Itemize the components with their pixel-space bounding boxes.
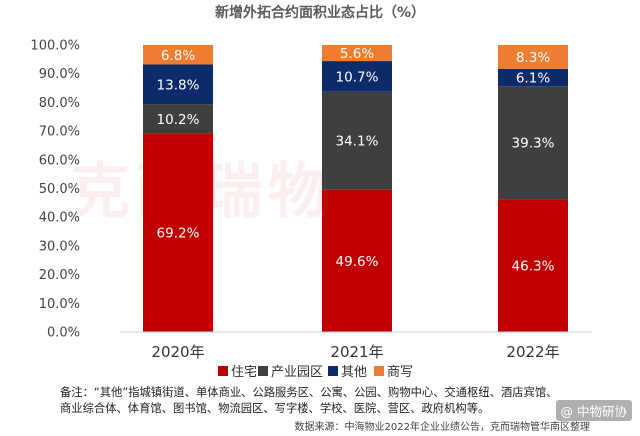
data-label: 5.6% <box>340 46 374 62</box>
data-label: 49.6% <box>336 254 379 270</box>
legend-label: 住宅 <box>231 365 257 380</box>
data-label: 6.1% <box>516 71 550 87</box>
bar-stack-group: 69.2% 10.2% 13.8% 6.8% 49.6% 34.1% 10.7% 5.6% 46… <box>143 45 568 332</box>
y-tick-label: 0.0% <box>47 326 80 341</box>
footnote-line-2: 商业综合体、体育馆、图书馆、物流园区、写字楼、学校、医院、营区、政府机构等。 <box>60 402 490 415</box>
y-tick-label: 20.0% <box>39 268 80 283</box>
data-label: 34.1% <box>336 134 379 150</box>
y-tick-label: 60.0% <box>39 153 80 168</box>
data-label: 10.2% <box>157 112 200 128</box>
legend-swatch <box>328 366 338 376</box>
y-tick-label: 50.0% <box>39 182 80 197</box>
footnote-line-1: 备注：“其他”指城镇街道、单体商业、公路服务区、公寓、公园、购物中心、交通枢纽、… <box>60 386 558 399</box>
publisher-badge: @ 中物研协 <box>555 400 632 421</box>
data-label: 8.3% <box>516 50 550 66</box>
bar-segment <box>498 86 568 200</box>
data-label: 13.8% <box>157 77 200 93</box>
legend: 住宅 产业园区 其他 商写 <box>218 365 413 380</box>
legend-label: 商写 <box>387 365 413 380</box>
data-label: 46.3% <box>512 259 555 275</box>
bar-segment <box>322 91 392 190</box>
bar-segment <box>322 61 392 92</box>
bar-segment <box>322 45 392 62</box>
legend-label: 产业园区 <box>271 365 323 380</box>
bar-segment <box>322 189 392 332</box>
data-label: 69.2% <box>157 226 200 242</box>
legend-swatch <box>374 366 384 376</box>
data-label: 39.3% <box>512 136 555 152</box>
y-axis: 0.0% 10.0% 20.0% 30.0% 40.0% 50.0% 60.0% 70.0% 8… <box>30 39 80 341</box>
bar-segment <box>143 64 213 105</box>
chart-title: 新增外拓合约面积业态占比（%） <box>215 4 425 21</box>
data-label: 6.8% <box>161 48 195 64</box>
bar-segment <box>498 45 568 69</box>
data-label: 10.7% <box>336 69 379 85</box>
x-category-label: 2021年 <box>330 343 383 361</box>
bar-segment <box>498 68 568 87</box>
legend-label: 其他 <box>341 365 367 380</box>
x-axis: 2020年 2021年 2022年 <box>151 343 559 361</box>
data-source: 数据来源：中海物业2022年企业业绩公告，克而瑞物管华南区整理 <box>294 422 590 433</box>
y-tick-label: 30.0% <box>39 239 80 254</box>
legend-swatch <box>258 366 268 376</box>
bar-segment <box>143 45 213 65</box>
y-tick-label: 70.0% <box>39 125 80 140</box>
x-category-label: 2020年 <box>151 343 204 361</box>
bar-segment <box>143 133 213 332</box>
y-tick-label: 10.0% <box>39 297 80 312</box>
y-tick-label: 90.0% <box>39 67 80 82</box>
bar-segment <box>498 199 568 332</box>
y-tick-label: 40.0% <box>39 211 80 226</box>
x-category-label: 2022年 <box>506 343 559 361</box>
y-tick-label: 100.0% <box>30 39 80 54</box>
legend-swatch <box>218 366 228 376</box>
bar-segment <box>143 104 213 134</box>
y-tick-label: 80.0% <box>39 96 80 111</box>
